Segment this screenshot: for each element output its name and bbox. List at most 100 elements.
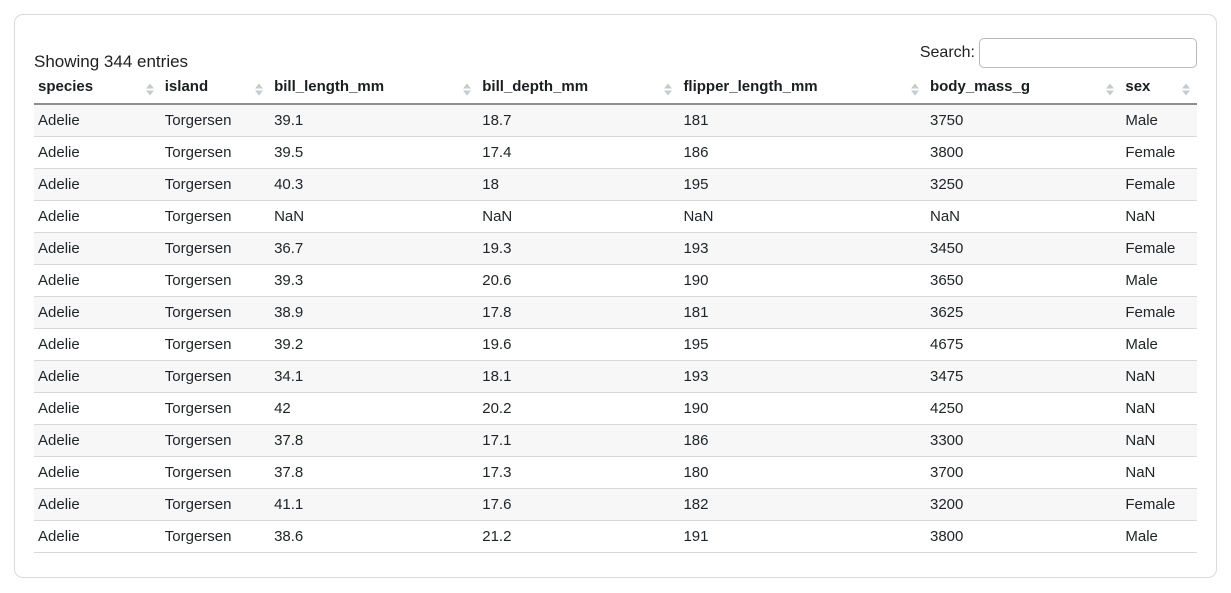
sort-icon bbox=[1106, 83, 1115, 96]
cell-island: Torgersen bbox=[164, 303, 232, 321]
cell-bill_depth_mm: 19.6 bbox=[482, 335, 512, 353]
sort-icon bbox=[1182, 83, 1190, 96]
table-row: Adelie Torgersen 36.7 19.3 193 3450 Female bbox=[34, 232, 1197, 264]
cell-sex: NaN bbox=[1125, 463, 1156, 481]
cell-bill_length_mm: 38.9 bbox=[274, 303, 304, 321]
cell-body_mass_g: 4250 bbox=[929, 399, 964, 417]
table-row: Adelie Torgersen 39.1 18.7 181 3750 Male bbox=[34, 104, 1197, 136]
cell-bill_depth_mm: 21.2 bbox=[482, 527, 512, 545]
cell-species: Adelie bbox=[38, 143, 80, 161]
data-table: species island bill_length_mm bill_depth_mm… bbox=[34, 76, 1197, 553]
cell-species: Adelie bbox=[38, 495, 80, 513]
cell-sex: Female bbox=[1125, 303, 1176, 321]
table-toolbar: Showing 344 entries Search: bbox=[34, 33, 1197, 73]
cell-island: Torgersen bbox=[164, 495, 232, 513]
cell-sex: Male bbox=[1125, 111, 1158, 129]
column-header-body_mass_g[interactable]: body_mass_g bbox=[925, 76, 1122, 105]
cell-sex: NaN bbox=[1125, 431, 1156, 449]
cell-bill_length_mm: NaN bbox=[274, 207, 305, 225]
cell-flipper_length_mm: NaN bbox=[683, 207, 714, 225]
cell-bill_depth_mm: 17.3 bbox=[482, 463, 512, 481]
column-header-sex[interactable]: sex bbox=[1121, 76, 1197, 105]
cell-bill_depth_mm: 17.6 bbox=[482, 495, 512, 513]
sort-icon bbox=[145, 83, 154, 96]
cell-island: Torgersen bbox=[164, 431, 232, 449]
cell-bill_length_mm: 42 bbox=[274, 399, 291, 417]
cell-island: Torgersen bbox=[164, 399, 232, 417]
cell-bill_depth_mm: 18.7 bbox=[482, 111, 512, 129]
cell-body_mass_g: 3800 bbox=[929, 143, 964, 161]
cell-island: Torgersen bbox=[164, 207, 232, 225]
cell-flipper_length_mm: 186 bbox=[683, 143, 709, 161]
cell-bill_length_mm: 40.3 bbox=[274, 175, 304, 193]
cell-bill_length_mm: 38.6 bbox=[274, 527, 304, 545]
table-body: Adelie Torgersen 39.1 18.7 181 3750 Male Adelie… bbox=[34, 104, 1197, 552]
cell-flipper_length_mm: 190 bbox=[683, 399, 709, 417]
cell-flipper_length_mm: 191 bbox=[683, 527, 709, 545]
cell-island: Torgersen bbox=[164, 143, 232, 161]
cell-bill_depth_mm: 18.1 bbox=[482, 367, 512, 385]
cell-species: Adelie bbox=[38, 399, 80, 417]
cell-flipper_length_mm: 180 bbox=[683, 463, 709, 481]
cell-body_mass_g: NaN bbox=[929, 207, 960, 225]
cell-bill_length_mm: 37.8 bbox=[274, 463, 304, 481]
cell-bill_depth_mm: 20.6 bbox=[482, 271, 512, 289]
cell-island: Torgersen bbox=[164, 367, 232, 385]
table-row: Adelie Torgersen 39.3 20.6 190 3650 Male bbox=[34, 264, 1197, 296]
column-header-flipper_length_mm[interactable]: flipper_length_mm bbox=[679, 76, 926, 105]
cell-body_mass_g: 3750 bbox=[929, 111, 964, 129]
table-row: Adelie Torgersen 41.1 17.6 182 3200 Female bbox=[34, 488, 1197, 520]
cell-bill_depth_mm: 17.1 bbox=[482, 431, 512, 449]
cell-species: Adelie bbox=[38, 367, 80, 385]
entries-info: Showing 344 entries bbox=[34, 52, 189, 71]
sort-icon bbox=[463, 83, 472, 96]
cell-species: Adelie bbox=[38, 303, 80, 321]
cell-bill_length_mm: 39.5 bbox=[274, 143, 304, 161]
cell-body_mass_g: 3200 bbox=[929, 495, 964, 513]
column-header-bill_length_mm[interactable]: bill_length_mm bbox=[270, 76, 479, 105]
column-header-island[interactable]: island bbox=[160, 76, 271, 105]
column-label: bill_length_mm bbox=[274, 78, 385, 95]
cell-bill_length_mm: 41.1 bbox=[274, 495, 304, 513]
table-row: Adelie Torgersen 37.8 17.1 186 3300 NaN bbox=[34, 424, 1197, 456]
cell-bill_length_mm: 39.2 bbox=[274, 335, 304, 353]
cell-body_mass_g: 3450 bbox=[929, 239, 964, 257]
table-row: Adelie Torgersen 38.9 17.8 181 3625 Female bbox=[34, 296, 1197, 328]
cell-body_mass_g: 3475 bbox=[929, 367, 964, 385]
cell-island: Torgersen bbox=[164, 335, 232, 353]
cell-flipper_length_mm: 181 bbox=[683, 111, 709, 129]
cell-bill_length_mm: 37.8 bbox=[274, 431, 304, 449]
search-input[interactable] bbox=[979, 38, 1197, 68]
cell-island: Torgersen bbox=[164, 175, 232, 193]
cell-body_mass_g: 3800 bbox=[929, 527, 964, 545]
cell-flipper_length_mm: 181 bbox=[683, 303, 709, 321]
search-label: Search: bbox=[919, 44, 975, 61]
cell-species: Adelie bbox=[38, 239, 80, 257]
cell-sex: Female bbox=[1125, 143, 1176, 161]
cell-sex: Male bbox=[1125, 335, 1158, 353]
cell-island: Torgersen bbox=[164, 271, 232, 289]
cell-bill_depth_mm: 20.2 bbox=[482, 399, 512, 417]
cell-bill_depth_mm: 17.8 bbox=[482, 303, 512, 321]
cell-flipper_length_mm: 193 bbox=[683, 367, 709, 385]
cell-body_mass_g: 3650 bbox=[929, 271, 964, 289]
cell-body_mass_g: 3700 bbox=[929, 463, 964, 481]
cell-island: Torgersen bbox=[164, 111, 232, 129]
cell-island: Torgersen bbox=[164, 463, 232, 481]
cell-species: Adelie bbox=[38, 207, 80, 225]
cell-sex: Female bbox=[1125, 495, 1176, 513]
cell-species: Adelie bbox=[38, 271, 80, 289]
cell-sex: NaN bbox=[1125, 207, 1156, 225]
cell-bill_depth_mm: 17.4 bbox=[482, 143, 512, 161]
cell-body_mass_g: 4675 bbox=[929, 335, 964, 353]
table-row: Adelie Torgersen 38.6 21.2 191 3800 Male bbox=[34, 520, 1197, 552]
column-label: species bbox=[38, 78, 94, 95]
cell-body_mass_g: 3250 bbox=[929, 175, 964, 193]
cell-sex: Female bbox=[1125, 175, 1176, 193]
cell-flipper_length_mm: 186 bbox=[683, 431, 709, 449]
column-header-bill_depth_mm[interactable]: bill_depth_mm bbox=[478, 76, 680, 105]
table-row: Adelie Torgersen 40.3 18 195 3250 Female bbox=[34, 168, 1197, 200]
cell-species: Adelie bbox=[38, 111, 80, 129]
cell-bill_length_mm: 34.1 bbox=[274, 367, 304, 385]
column-header-species[interactable]: species bbox=[34, 76, 161, 105]
